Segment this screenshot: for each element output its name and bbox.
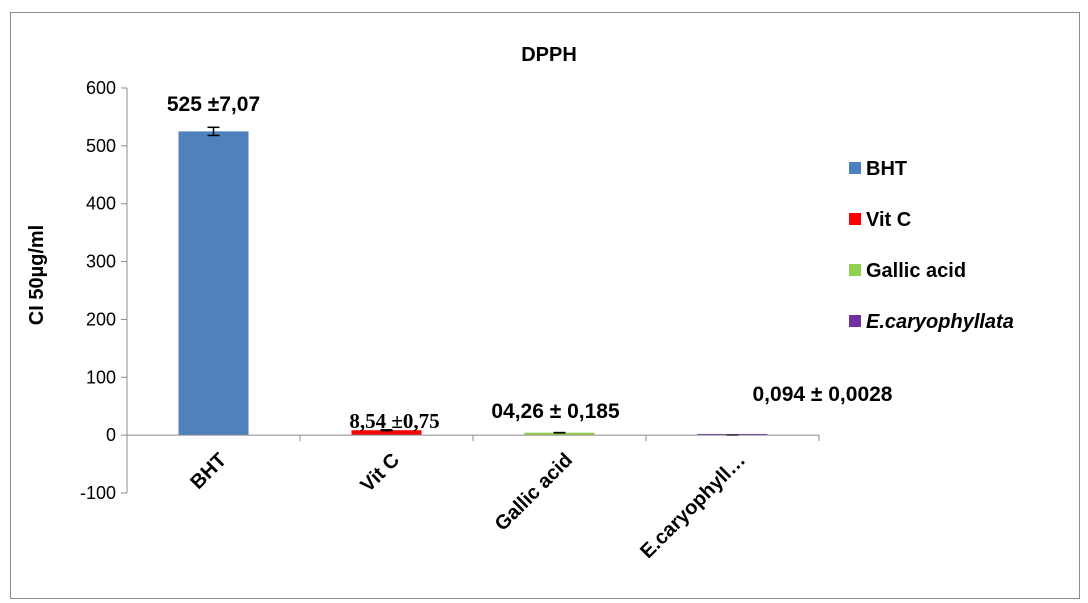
y-axis: -100 0 100 200 300 400 500 600 bbox=[80, 78, 128, 503]
y-tick-label: -100 bbox=[80, 483, 116, 503]
legend-swatch bbox=[849, 162, 861, 174]
y-tick-label: 500 bbox=[86, 136, 116, 156]
y-tick-label: 300 bbox=[86, 252, 116, 272]
legend-swatch bbox=[849, 264, 861, 276]
bar-chart: DPPH CI 50µg/ml -1000100200300400500600 … bbox=[26, 44, 1014, 563]
y-tick-label: 0 bbox=[106, 425, 116, 445]
data-label: 04,26 ± 0,185 bbox=[491, 400, 620, 423]
x-tick-label: Vit C bbox=[357, 449, 405, 497]
error-bars bbox=[207, 126, 739, 436]
x-tick-label: E.caryophyll… bbox=[636, 449, 750, 563]
y-tick-label: 100 bbox=[86, 367, 116, 387]
legend-swatch bbox=[849, 315, 861, 327]
data-label: 525 ±7,07 bbox=[167, 93, 260, 116]
y-tick-label: 400 bbox=[86, 194, 116, 214]
chart-title: DPPH bbox=[521, 44, 577, 66]
x-tick-label: BHT bbox=[186, 449, 231, 494]
chart-frame: DPPH CI 50µg/ml -100 0 100 200 300 400 500 600 … bbox=[10, 12, 1080, 599]
bar-gallic-acid bbox=[524, 432, 595, 436]
data-labels: 525 ±7,07 8,54 ±0,75 04,26 ± 0,185 0,094 ± … bbox=[167, 93, 893, 433]
y-tick-label: 200 bbox=[86, 309, 116, 329]
legend: BHT Vit C Gallic acid E.caryophyllata bbox=[849, 158, 1014, 333]
legend-swatch bbox=[849, 213, 861, 225]
bar-bht bbox=[178, 131, 249, 436]
legend-entry: BHT bbox=[866, 158, 907, 180]
legend-entry: Vit C bbox=[866, 209, 911, 231]
x-tick-label: Gallic acid bbox=[491, 449, 577, 535]
y-axis-title: CI 50µg/ml bbox=[26, 225, 48, 325]
bar-vit-c bbox=[351, 430, 422, 436]
legend-entry: E.caryophyllata bbox=[866, 311, 1014, 333]
bars bbox=[178, 131, 768, 436]
x-axis: BHT Vit C Gallic acid E.caryophyll… bbox=[127, 434, 820, 563]
legend-entry: Gallic acid bbox=[866, 260, 966, 282]
y-tick-label: 600 bbox=[86, 78, 116, 98]
data-label: 0,094 ± 0,0028 bbox=[753, 383, 893, 406]
data-label: 8,54 ±0,75 bbox=[349, 409, 439, 433]
